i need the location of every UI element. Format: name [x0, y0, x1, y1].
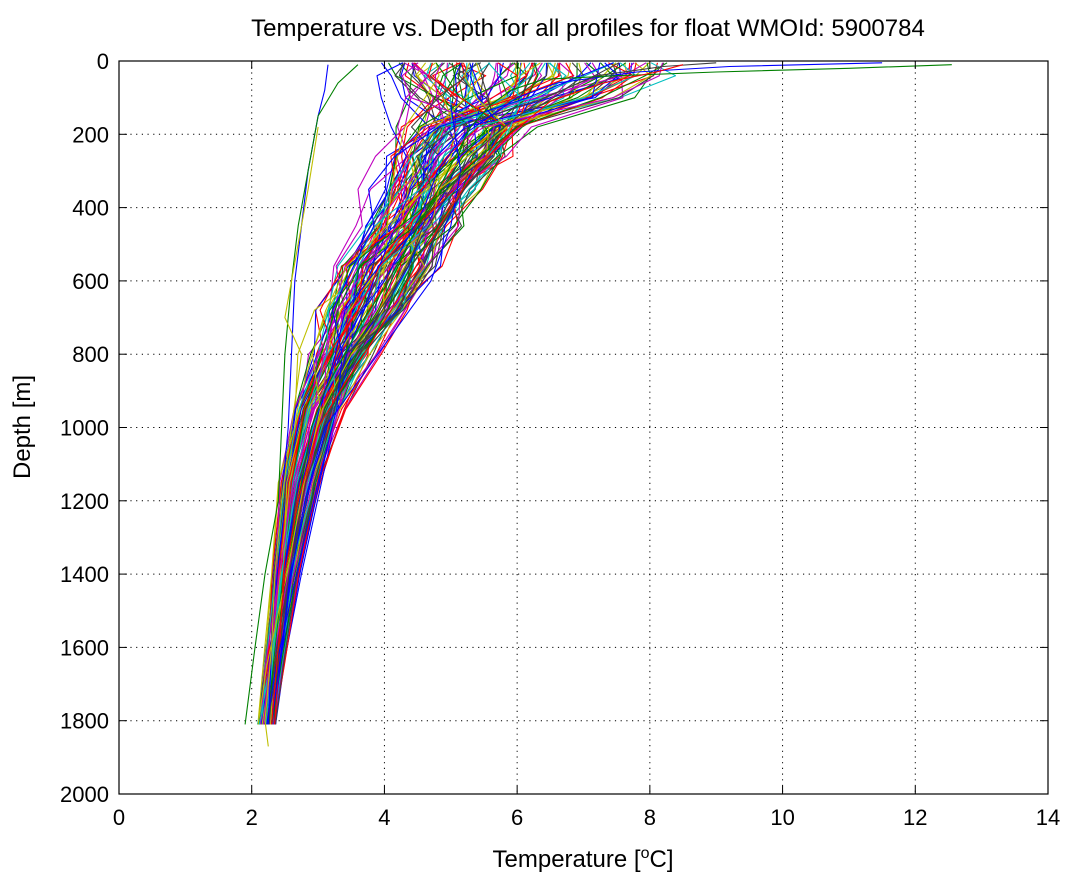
- x-tick-label: 0: [113, 805, 125, 830]
- y-tick-label: 1000: [60, 416, 109, 441]
- x-axis-label: Temperature [oC]: [493, 845, 674, 873]
- y-tick-label: 1800: [60, 709, 109, 734]
- profile-line: [269, 62, 430, 725]
- x-tick-label: 10: [770, 805, 794, 830]
- profile-line: [265, 62, 496, 725]
- profile-line: [265, 62, 637, 725]
- profiles: [244, 62, 952, 747]
- x-tick-label: 4: [378, 805, 390, 830]
- y-tick-label: 1200: [60, 489, 109, 514]
- x-tick-label: 12: [903, 805, 927, 830]
- profile-line: [244, 64, 359, 725]
- profile-line: [261, 62, 531, 725]
- profile-line: [266, 62, 620, 725]
- profile-line: [257, 62, 508, 725]
- profile-line: [264, 62, 601, 725]
- chart-title: Temperature vs. Depth for all profiles f…: [251, 15, 925, 42]
- y-tick-label: 1600: [60, 635, 109, 660]
- x-tick-label: 6: [511, 805, 523, 830]
- profile-line: [271, 64, 952, 725]
- profile-line: [266, 62, 614, 725]
- y-tick-label: 0: [97, 49, 109, 74]
- plot-background: [119, 61, 1048, 794]
- profile-line: [263, 62, 478, 725]
- y-tick-label: 200: [72, 122, 109, 147]
- profile-line: [258, 62, 627, 725]
- profile-line: [271, 104, 462, 725]
- profile-line: [270, 62, 469, 725]
- profile-line: [257, 62, 456, 725]
- y-tick-label: 1400: [60, 562, 109, 587]
- y-tick-label: 400: [72, 196, 109, 221]
- x-tick-label: 8: [644, 805, 656, 830]
- y-tick-label: 800: [72, 342, 109, 367]
- profile-line: [260, 62, 504, 725]
- y-axis-label: Depth [m]: [9, 375, 36, 479]
- profile-line: [264, 126, 319, 747]
- x-tick-label: 2: [246, 805, 258, 830]
- y-tick-label: 2000: [60, 782, 109, 807]
- y-tick-label: 600: [72, 269, 109, 294]
- profile-line: [262, 62, 664, 725]
- profile-line: [265, 62, 440, 725]
- ticks: 0 2 4 6 8 10 12 14 0 200 400 600 800 1000 1200 1400 1600…: [60, 49, 1060, 830]
- profile-line: [271, 64, 684, 725]
- profile-line: [258, 62, 522, 725]
- x-tick-label: 14: [1036, 805, 1060, 830]
